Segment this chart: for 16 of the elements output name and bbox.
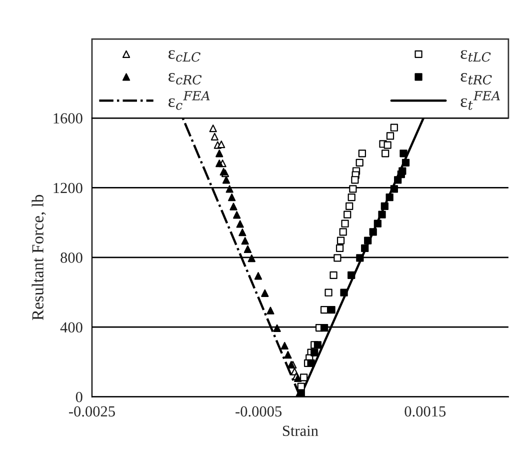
legend-label: ε$_{t}$$^{FEA}$ xyxy=(460,91,500,110)
x-tick-label: -0.0005 xyxy=(236,406,282,417)
legend-label: ε$_{tRC}$ xyxy=(460,73,492,85)
x-tick-label: -0.0025 xyxy=(69,406,115,417)
y-tick-label: 1600 xyxy=(54,113,82,124)
legend-label: ε$_{tLC}$ xyxy=(460,50,491,62)
legend-label: ε$_{cLC}$ xyxy=(168,50,200,62)
y-tick-label: 800 xyxy=(60,252,82,263)
y-tick-label: 400 xyxy=(60,322,82,333)
y-axis-title: Resultant Force, lb xyxy=(32,194,46,320)
legend-label: ε$_{cRC}$ xyxy=(168,73,202,85)
x-tick-label: 0.0015 xyxy=(404,406,446,417)
x-axis-title: Strain xyxy=(282,426,318,436)
y-tick-label: 0 xyxy=(76,392,82,402)
y-tick-label: 1200 xyxy=(54,182,82,194)
legend-label: ε$_{c}$$^{FEA}$ xyxy=(168,91,210,110)
